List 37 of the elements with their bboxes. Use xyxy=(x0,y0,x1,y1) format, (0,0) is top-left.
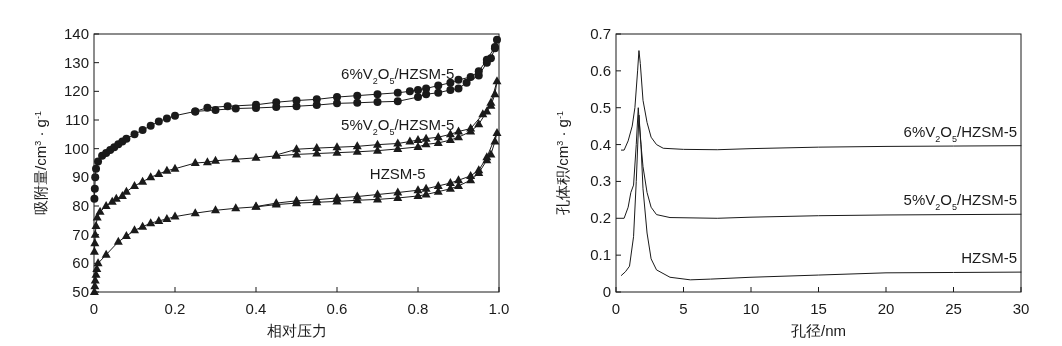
y-tick-label: 110 xyxy=(65,111,89,128)
series-label: 5%V$_{2}$O$_{5}$/HZSM-5 xyxy=(903,191,1017,213)
x-tick-label: 0.6 xyxy=(326,300,348,317)
y-tick-label: 0.5 xyxy=(590,98,611,116)
y-tick-label: 0.2 xyxy=(590,209,611,227)
x-tick-label: 20 xyxy=(877,300,895,317)
x-tick-label: 0.2 xyxy=(164,300,186,317)
x-tick-label: 30 xyxy=(1012,300,1030,317)
x-tick-label: 5 xyxy=(679,300,688,317)
y-tick-label: 100 xyxy=(63,139,89,157)
y-tick-label: 90 xyxy=(72,168,89,186)
y-tick-label: 0.4 xyxy=(590,135,611,153)
x-tick-label: 0.4 xyxy=(245,300,267,317)
x-tick-label: 15 xyxy=(810,300,827,317)
y-tick-label: 50 xyxy=(72,283,89,300)
series-label: 6%V$_{2}$O$_{5}$/HZSM-5 xyxy=(903,122,1017,144)
y-tick-label: 120 xyxy=(63,82,89,100)
x-axis-title: 孔径/nm xyxy=(790,322,847,339)
y-tick-label: 0.6 xyxy=(590,61,611,79)
series-label: 5%V$_{2}$O$_{5}$/HZSM-5 xyxy=(341,115,455,137)
y-tick-label: 0 xyxy=(602,283,611,300)
series-label: HZSM-5 xyxy=(369,164,426,182)
y-tick-label: 80 xyxy=(72,197,89,214)
y-tick-label: 70 xyxy=(72,225,89,243)
y-tick-label: 130 xyxy=(63,53,89,71)
x-axis-title: 相对压力 xyxy=(266,322,327,339)
x-tick-label: 25 xyxy=(945,300,962,317)
y-tick-label: 140 xyxy=(63,25,89,42)
y-tick-label: 0.7 xyxy=(590,25,611,42)
y-tick-label: 0.1 xyxy=(590,246,611,264)
series-label: HZSM-5 xyxy=(961,249,1017,267)
y-tick-label: 60 xyxy=(72,254,89,272)
x-tick-label: 10 xyxy=(742,300,760,317)
x-tick-label: 0.8 xyxy=(407,300,429,317)
y-tick-label: 0.3 xyxy=(590,172,611,190)
x-tick-label: 1.0 xyxy=(488,300,510,317)
series-label: 6%V$_{2}$O$_{5}$/HZSM-5 xyxy=(341,64,455,86)
